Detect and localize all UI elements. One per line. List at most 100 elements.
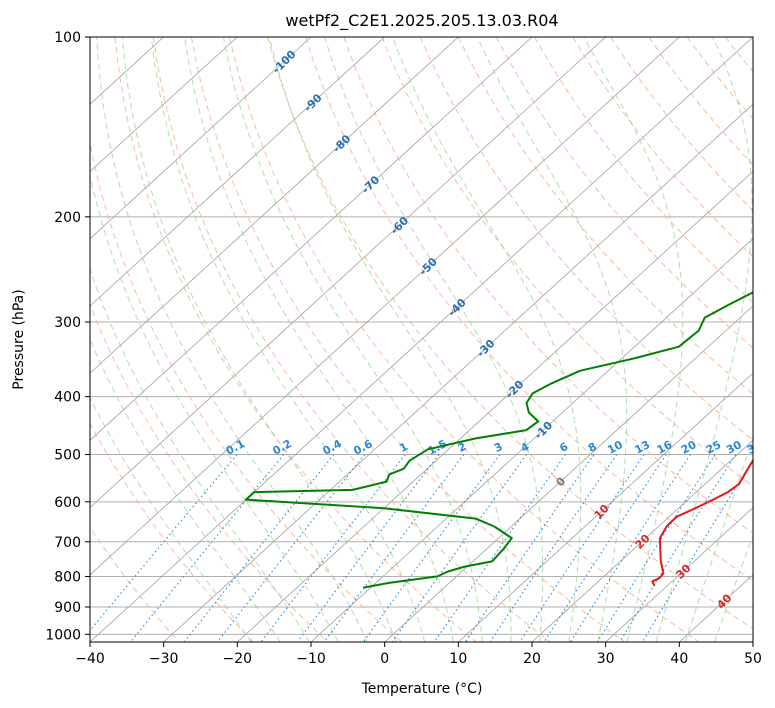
mixing-ratio-label: 20 (679, 438, 699, 457)
dry-adiabat (267, 37, 753, 630)
dry-adiabat (190, 37, 625, 642)
temperature-trace (651, 458, 753, 587)
dry-adiabat (572, 37, 753, 258)
isotherm-line (90, 37, 312, 240)
moist-adiabat (96, 37, 368, 642)
dewpoint-trace (245, 291, 753, 589)
mixing-ratio-label: 6 (557, 440, 570, 455)
isotherm-line (90, 37, 753, 642)
dry-adiabat (152, 37, 551, 642)
dry-adiabat (763, 37, 775, 642)
moist-adiabat (684, 436, 753, 642)
mixing-ratio-line (464, 454, 595, 642)
moist-adiabat (90, 396, 252, 642)
x-axis-label: Temperature (°C) (361, 681, 483, 697)
x-tick-label: 50 (744, 651, 762, 667)
moist-adiabat (150, 37, 426, 642)
isotherm-line (605, 507, 753, 642)
mixing-ratio-line (183, 454, 335, 642)
mixing-ratio-label: 25 (704, 438, 724, 457)
mixing-ratio-line (90, 454, 238, 632)
dry-adiabat (686, 37, 753, 120)
moist-adiabat (90, 337, 281, 642)
isotherm-line (310, 238, 753, 642)
mixing-ratio-line (569, 454, 691, 642)
isotherm-line (384, 305, 753, 642)
dry-adiabat (495, 37, 753, 349)
y-tick-label: 1000 (45, 627, 81, 643)
moist-adiabat (583, 37, 684, 642)
dry-adiabat (457, 37, 753, 395)
mixing-ratio-label: 36 (745, 438, 765, 457)
chart-title: wetPf2_C2E1.2025.205.13.03.R04 (285, 11, 558, 31)
moist-adiabat (392, 37, 582, 642)
x-tick-label: −40 (75, 651, 105, 667)
y-tick-label: 800 (54, 569, 81, 585)
mixing-ratio-label: 13 (633, 438, 653, 457)
y-ticks: 100 200 300 400 500 600 700 800 900 1000 (45, 30, 90, 643)
x-tick-label: 30 (597, 651, 615, 667)
moist-adiabat (222, 37, 483, 642)
mixing-ratio-line (297, 454, 440, 642)
y-axis-label: Pressure (hPa) (11, 289, 27, 389)
x-tick-label: 20 (523, 651, 541, 667)
y-tick-label: 300 (54, 315, 81, 331)
dry-adiabat (90, 422, 254, 642)
dry-adiabat (610, 37, 753, 212)
mixing-ratio-line (260, 454, 406, 642)
x-ticks: −40 −30 −20 −10 0 10 20 30 40 50 (75, 642, 762, 667)
isotherm-line (90, 37, 459, 374)
isotherm-line (90, 37, 385, 307)
mixing-ratio-line (216, 454, 366, 642)
isotherm-line (237, 170, 753, 642)
mixing-ratio-line (543, 454, 667, 642)
dry-adiabat (343, 37, 753, 534)
x-tick-label: 0 (380, 651, 389, 667)
isotherm-line (90, 37, 680, 576)
moist-adiabat (268, 37, 512, 642)
mixing-ratio-line (362, 454, 501, 642)
mixing-ratio-line (642, 458, 753, 642)
y-tick-label: 500 (54, 448, 81, 464)
mixing-ratio-label: 30 (724, 438, 744, 457)
dry-adiabat (90, 140, 403, 642)
moist-adiabat (324, 37, 544, 642)
x-tick-label: −30 (149, 651, 179, 667)
background-lines (90, 37, 775, 642)
y-tick-label: 700 (54, 535, 81, 551)
plot-frame (89, 36, 754, 643)
dry-adiabat (305, 37, 753, 582)
isotherm-line (531, 439, 753, 642)
isotherm-line (458, 372, 753, 642)
traces (245, 291, 753, 589)
isotherm-line (752, 641, 753, 642)
isotherm-line (90, 37, 606, 509)
mixing-ratio-line (489, 454, 618, 642)
isotherm-line (90, 37, 533, 441)
moist-adiabat (184, 37, 454, 642)
dry-adiabat (419, 37, 753, 441)
mixing-ratio-label: 8 (586, 440, 599, 455)
moist-adiabat (121, 37, 397, 642)
moist-adiabat (90, 267, 310, 642)
x-tick-label: 40 (670, 651, 688, 667)
dry-adiabat (90, 526, 180, 642)
x-tick-label: −10 (296, 651, 326, 667)
dry-adiabat (381, 37, 753, 488)
moist-adiabat (476, 37, 628, 642)
y-tick-label: 400 (54, 390, 81, 406)
isotherm-line (163, 103, 753, 642)
mixing-ratio-label: 3 (492, 440, 505, 455)
isotherm-line (90, 37, 238, 172)
y-tick-label: 600 (54, 495, 81, 511)
mixing-ratio-label: 10 (605, 438, 625, 457)
dry-adiabat (90, 303, 328, 642)
moist-adiabat (655, 37, 753, 642)
dry-adiabat (534, 37, 753, 303)
mixing-ratio-label: 16 (655, 438, 675, 457)
mixing-ratio-line (619, 454, 737, 642)
mixing-ratio-line (519, 454, 645, 642)
y-tick-label: 900 (54, 600, 81, 616)
x-tick-label: −20 (223, 651, 253, 667)
